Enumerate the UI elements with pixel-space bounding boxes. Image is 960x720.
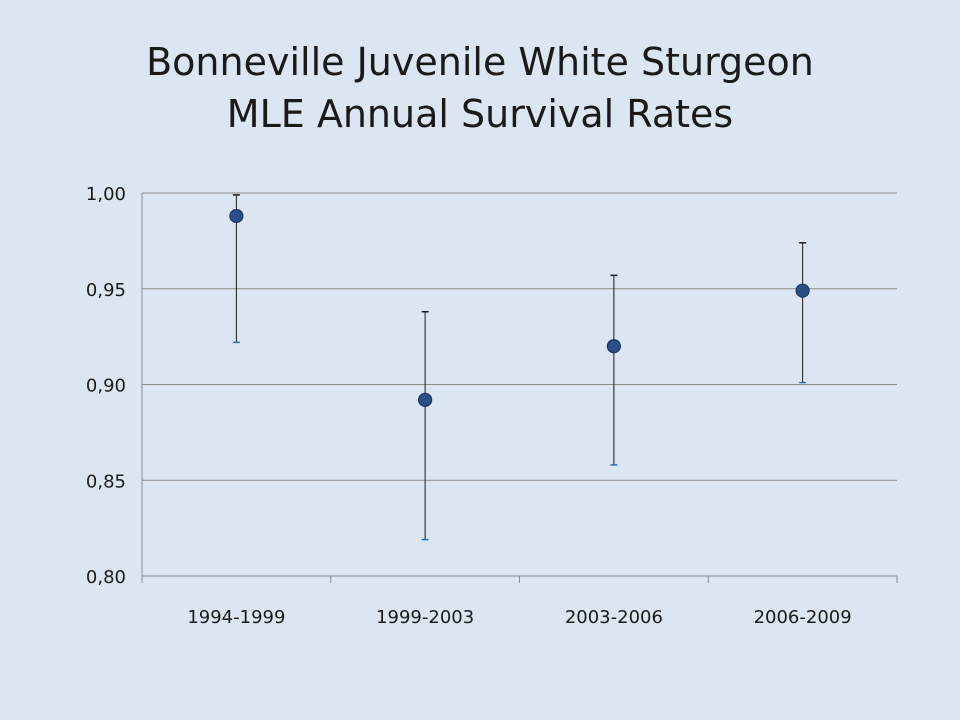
y-tick-label: 0,95 <box>86 280 126 301</box>
chart-title-line-1: Bonneville Juvenile White Sturgeon <box>146 40 814 84</box>
data-point <box>795 283 810 298</box>
x-tick-label: 1999-2003 <box>376 607 474 628</box>
x-tick-label: 1994-1999 <box>187 607 285 628</box>
x-tick-label: 2003-2006 <box>565 607 663 628</box>
y-tick-label: 0,85 <box>86 471 126 492</box>
data-point <box>229 208 244 224</box>
x-tick-label: 2006-2009 <box>754 607 852 628</box>
y-tick-label: 1,00 <box>86 184 126 205</box>
y-tick-label: 0,90 <box>86 376 126 397</box>
chart-title: Bonneville Juvenile White Sturgeon MLE A… <box>0 36 960 140</box>
y-tick-label: 0,80 <box>86 567 126 588</box>
data-point <box>418 392 433 407</box>
data-point <box>606 339 621 354</box>
chart-title-line-2: MLE Annual Survival Rates <box>226 92 734 136</box>
